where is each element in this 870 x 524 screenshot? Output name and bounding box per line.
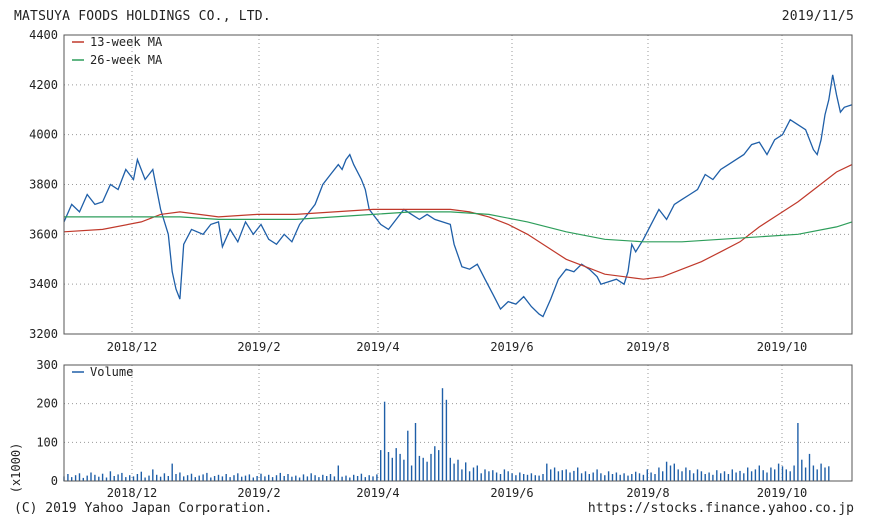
ma13-series-line <box>63 164 853 280</box>
volume-x-tick-label: 2019/2 <box>237 486 280 500</box>
price-x-ticks: 2018/12 2019/2 2019/4 2019/6 2019/8 2019/10 <box>107 340 808 354</box>
volume-y-axis-label: (x1000) <box>9 443 23 494</box>
price-x-tick-label: 2019/4 <box>356 340 399 354</box>
price-x-tick-label: 2019/10 <box>757 340 808 354</box>
copyright-text: (C) 2019 Yahoo Japan Corporation. <box>14 501 273 516</box>
price-x-tick-label: 2019/8 <box>626 340 669 354</box>
ma26-series-line <box>64 211 853 243</box>
volume-bars <box>63 388 830 481</box>
price-legend: 13-week MA 26-week MA <box>72 35 163 67</box>
price-x-tick-label: 2019/6 <box>490 340 533 354</box>
price-y-ticks: 3200 3400 3600 3800 4000 4200 4400 <box>29 28 58 341</box>
price-y-tick-label: 3200 <box>29 327 58 341</box>
price-frame <box>63 34 853 335</box>
source-url[interactable]: https://stocks.finance.yahoo.co.jp <box>587 501 854 516</box>
volume-frame <box>63 364 853 482</box>
price-x-tick-label: 2018/12 <box>107 340 158 354</box>
chart-date: 2019/11/5 <box>781 9 854 24</box>
volume-y-tick-label: 100 <box>36 435 58 449</box>
legend-label: Volume <box>90 365 133 379</box>
price-series-line <box>63 74 853 318</box>
price-y-tick-label: 4200 <box>29 78 58 92</box>
volume-y-tick-label: 200 <box>36 397 58 411</box>
volume-x-tick-label: 2019/8 <box>626 486 669 500</box>
volume-x-ticks: 2018/12 2019/2 2019/4 2019/6 2019/8 2019/10 <box>107 486 808 500</box>
legend-label: 13-week MA <box>90 35 163 49</box>
price-y-tick-label: 3600 <box>29 227 58 241</box>
volume-x-tick-label: 2018/12 <box>107 486 158 500</box>
price-lines <box>63 74 853 318</box>
volume-y-tick-label: 300 <box>36 358 58 372</box>
price-y-tick-label: 3800 <box>29 178 58 192</box>
volume-x-tick-label: 2019/10 <box>757 486 808 500</box>
volume-grid <box>64 365 852 481</box>
price-y-tick-label: 3400 <box>29 277 58 291</box>
price-x-tick-label: 2019/2 <box>237 340 280 354</box>
legend-label: 26-week MA <box>90 53 163 67</box>
company-name: MATSUYA FOODS HOLDINGS CO., LTD. <box>14 9 271 24</box>
volume-x-tick-label: 2019/4 <box>356 486 399 500</box>
price-y-tick-label: 4000 <box>29 128 58 142</box>
price-y-tick-label: 4400 <box>29 28 58 42</box>
volume-x-tick-label: 2019/6 <box>490 486 533 500</box>
volume-y-tick-label: 0 <box>51 474 58 488</box>
price-grid <box>64 35 852 334</box>
volume-y-ticks: 0 100 200 300 <box>36 358 58 488</box>
volume-legend: Volume <box>72 365 133 379</box>
